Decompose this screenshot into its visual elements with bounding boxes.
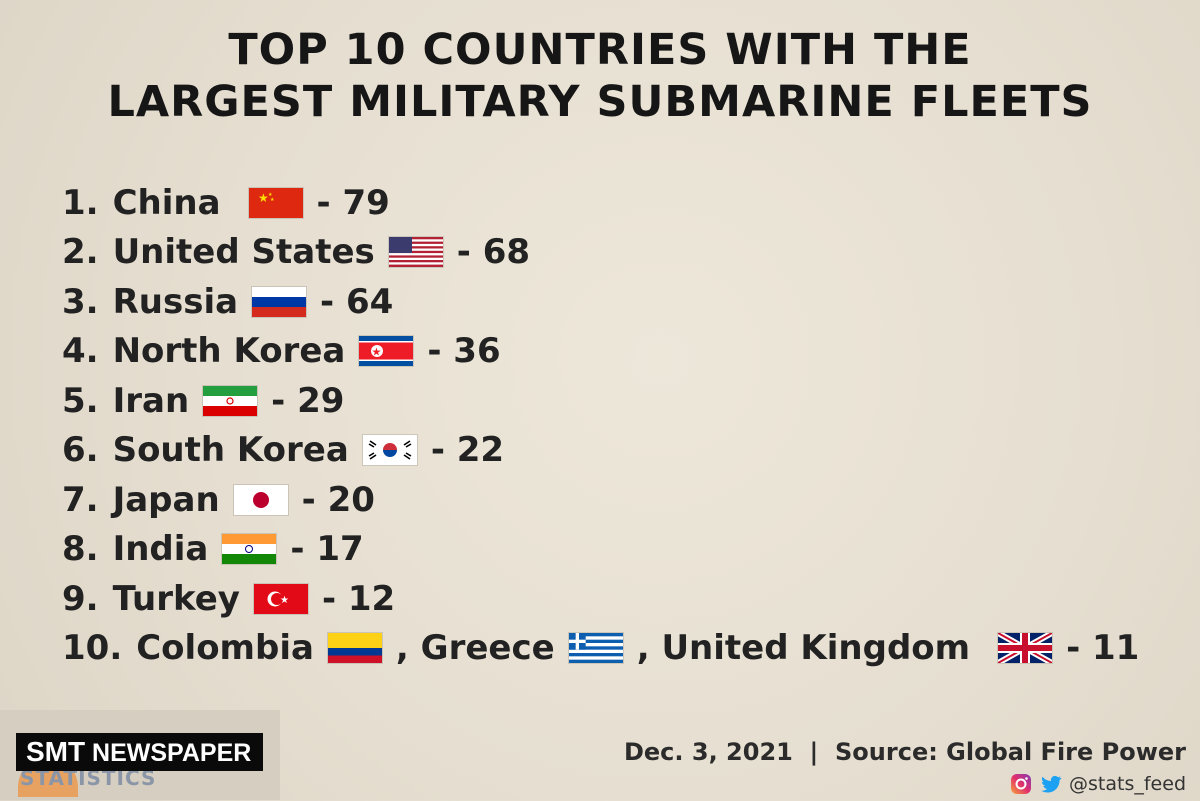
country-name: Iran [112, 380, 190, 421]
ranking-list: 1. China ★ ★ ★ - 79 2. United States - 68 … [62, 178, 1172, 673]
svg-text:★: ★ [258, 191, 269, 205]
south-korea-flag-icon [362, 435, 417, 466]
submarine-count: - 79 [316, 182, 390, 223]
title-line-2: LARGEST MILITARY SUBMARINE FLEETS [107, 77, 1093, 128]
rank-number: 10. [62, 628, 123, 669]
watermark-smt: SMT [26, 736, 86, 767]
country-name: Russia [112, 281, 239, 322]
list-item: 7. Japan - 20 [62, 475, 1172, 525]
india-flag-icon [222, 534, 277, 565]
rank-number: 9. [62, 578, 99, 619]
submarine-count: - 36 [427, 331, 501, 372]
uk-flag-icon [998, 633, 1053, 664]
submarine-count: - 68 [456, 232, 531, 273]
rank-number: 4. [62, 331, 99, 372]
rank-number: 1. [62, 182, 99, 223]
watermark-newspaper: NEWSPAPER [85, 739, 252, 767]
colombia-flag-icon [327, 633, 382, 664]
country-name: India [112, 529, 209, 570]
rank-number: 7. [62, 479, 99, 520]
list-item: 1. China ★ ★ ★ - 79 [62, 178, 1172, 228]
rank-number: 5. [62, 380, 99, 421]
us-flag-icon [388, 237, 443, 268]
svg-text:★: ★ [372, 346, 382, 359]
date-source-line: Dec. 3, 2021 | Source: Global Fire Power [623, 738, 1186, 766]
twitter-icon[interactable] [1039, 772, 1063, 796]
list-item: 2. United States - 68 [62, 228, 1172, 278]
instagram-icon[interactable] [1009, 772, 1033, 796]
country-name: Colombia [136, 628, 314, 669]
country-name: United States [112, 232, 375, 273]
social-footer: @stats_feed [1009, 772, 1186, 796]
country-name: Japan [112, 479, 220, 520]
russia-flag-icon [252, 286, 307, 317]
china-flag-icon: ★ ★ ★ [248, 187, 303, 218]
japan-flag-icon [233, 484, 288, 515]
submarine-count: - 29 [271, 380, 345, 421]
country-name: , United Kingdom [636, 628, 971, 669]
list-item: 9. Turkey ★ - 12 [62, 574, 1172, 624]
turkey-flag-icon: ★ [253, 583, 308, 614]
rank-number: 6. [62, 430, 99, 471]
country-name: North Korea [112, 331, 346, 372]
title-line-1: TOP 10 COUNTRIES WITH THE [228, 25, 972, 75]
list-item: 3. Russia - 64 [62, 277, 1172, 327]
list-item: 5. Iran - 29 [62, 376, 1172, 426]
list-item: 8. India - 17 [62, 525, 1172, 575]
rank-number: 3. [62, 281, 99, 322]
svg-text:★: ★ [280, 595, 289, 606]
submarine-count: - 22 [430, 430, 505, 471]
list-item: 10. Colombia , Greece , United Kingdom [62, 624, 1172, 674]
country-name: China [112, 182, 221, 223]
country-name: Turkey [112, 578, 240, 619]
iran-flag-icon [203, 385, 258, 416]
submarine-count: - 11 [1066, 628, 1140, 669]
list-item: 6. South Korea - 22 [62, 426, 1172, 476]
greece-flag-icon [568, 633, 623, 664]
svg-text:★: ★ [270, 197, 275, 203]
submarine-count: - 17 [290, 529, 364, 570]
north-korea-flag-icon: ★ [359, 336, 414, 367]
newspaper-watermark: SMT NEWSPAPER [16, 733, 264, 771]
submarine-count: - 20 [301, 479, 375, 520]
rank-number: 8. [62, 529, 99, 570]
country-name: , Greece [395, 628, 555, 669]
submarine-count: - 64 [320, 281, 394, 322]
rank-number: 2. [62, 232, 99, 273]
social-handle[interactable]: @stats_feed [1069, 773, 1186, 795]
page-title: TOP 10 COUNTRIES WITH THE LARGEST MILITA… [0, 24, 1200, 129]
country-name: South Korea [112, 430, 349, 471]
svg-text:★: ★ [268, 192, 273, 198]
list-item: 4. North Korea ★ - 36 [62, 327, 1172, 377]
submarine-count: - 12 [321, 578, 396, 619]
